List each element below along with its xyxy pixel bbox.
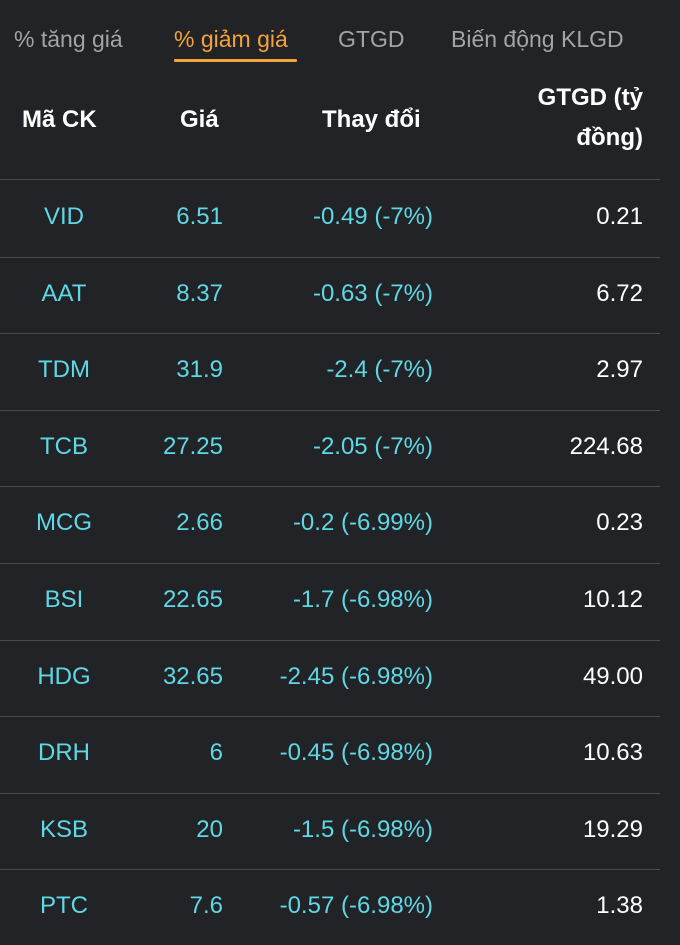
- stock-change: -0.2 (-6.99%): [292, 509, 433, 537]
- tab-percent-decrease[interactable]: % giảm giá: [174, 26, 288, 52]
- row-divider: [0, 486, 660, 488]
- stock-price: 7.6: [189, 892, 223, 920]
- row-divider: [0, 869, 660, 871]
- stock-change: -2.45 (-6.98%): [279, 662, 433, 690]
- stock-code: VID: [43, 203, 84, 230]
- row-divider: [0, 563, 660, 564]
- table-row[interactable]: PTC 7.6 -0.57 (-6.98%) 1.38: [0, 869, 680, 945]
- stock-change: -1.7 (-6.98%): [292, 586, 433, 613]
- stock-price: 22.65: [162, 586, 223, 613]
- tab-bar: % tăng giá % giảm giá GTGD Biến động KLG…: [0, 0, 680, 78]
- table-row[interactable]: DRH 6 -0.45 (-6.98%) 10.63: [0, 716, 680, 792]
- table-header: Mã CK Giá Thay đổi GTGD (tỷ đồng): [0, 78, 680, 179]
- stock-change: -0.57 (-6.98%): [279, 892, 433, 920]
- header-value: GTGD (tỷ đồng): [537, 84, 643, 151]
- trading-value: 224.68: [569, 432, 643, 460]
- row-divider: [0, 256, 660, 258]
- header-code: Mã CK: [22, 106, 97, 133]
- stock-price: 20: [196, 815, 223, 843]
- row-divider: [0, 792, 660, 794]
- row-divider: [0, 333, 660, 335]
- table-row[interactable]: MCG 2.66 -0.2 (-6.99%) 0.23: [0, 486, 680, 562]
- header-divider: [0, 179, 660, 180]
- table-row[interactable]: KSB 20 -1.5 (-6.98%) 19.29: [0, 793, 680, 869]
- stock-change: -0.49 (-7%): [312, 203, 433, 230]
- trading-value: 0.21: [596, 203, 643, 230]
- stock-code: AAT: [41, 279, 87, 307]
- stock-code: KSB: [39, 815, 89, 843]
- stock-price: 31.9: [176, 356, 223, 384]
- row-divider: [0, 639, 660, 641]
- trading-value: 10.63: [582, 739, 643, 767]
- table-row[interactable]: BSI 22.65 -1.7 (-6.98%) 10.12: [0, 563, 680, 639]
- trading-value: 1.38: [596, 892, 643, 920]
- row-divider: [0, 409, 660, 411]
- stock-change: -0.63 (-7%): [312, 279, 433, 307]
- tab-volume-change[interactable]: Biến động KLGD: [451, 26, 624, 52]
- stock-code: DRH: [38, 739, 90, 767]
- tab-percent-increase[interactable]: % tăng giá: [14, 26, 123, 52]
- stock-code: BSI: [44, 586, 84, 613]
- stock-code: HDG: [37, 662, 91, 690]
- stock-change: -1.5 (-6.98%): [292, 815, 433, 843]
- trading-value: 2.97: [596, 356, 643, 384]
- tab-trading-value[interactable]: GTGD: [338, 26, 405, 52]
- stock-change: -2.05 (-7%): [312, 432, 433, 460]
- stock-code: TDM: [38, 356, 90, 384]
- stock-price: 6: [209, 739, 223, 767]
- stock-price: 2.66: [176, 509, 223, 537]
- stock-price: 8.37: [176, 279, 223, 307]
- header-change: Thay đổi: [322, 106, 421, 133]
- trading-value: 0.23: [596, 509, 643, 537]
- stock-code: PTC: [40, 892, 88, 920]
- stock-code: MCG: [36, 509, 92, 537]
- stock-code: TCB: [40, 432, 88, 460]
- trading-value: 19.29: [582, 815, 643, 843]
- stock-price: 27.25: [162, 432, 223, 460]
- trading-value: 10.12: [582, 586, 643, 613]
- trading-value: 49.00: [582, 662, 643, 690]
- stock-price: 6.51: [176, 203, 223, 230]
- active-tab-indicator: [174, 59, 297, 62]
- table-row[interactable]: HDG 32.65 -2.45 (-6.98%) 49.00: [0, 640, 680, 716]
- header-price: Giá: [180, 106, 219, 133]
- stock-change: -2.4 (-7%): [326, 356, 433, 384]
- stock-change: -0.45 (-6.98%): [279, 739, 433, 767]
- table-row[interactable]: VID 6.51 -0.49 (-7%) 0.21: [0, 180, 680, 256]
- stock-price: 32.65: [162, 662, 223, 690]
- trading-value: 6.72: [596, 279, 643, 307]
- table-row[interactable]: TDM 31.9 -2.4 (-7%) 2.97: [0, 333, 680, 409]
- table-row[interactable]: TCB 27.25 -2.05 (-7%) 224.68: [0, 410, 680, 486]
- table-row[interactable]: AAT 8.37 -0.63 (-7%) 6.72: [0, 257, 680, 333]
- row-divider: [0, 716, 660, 718]
